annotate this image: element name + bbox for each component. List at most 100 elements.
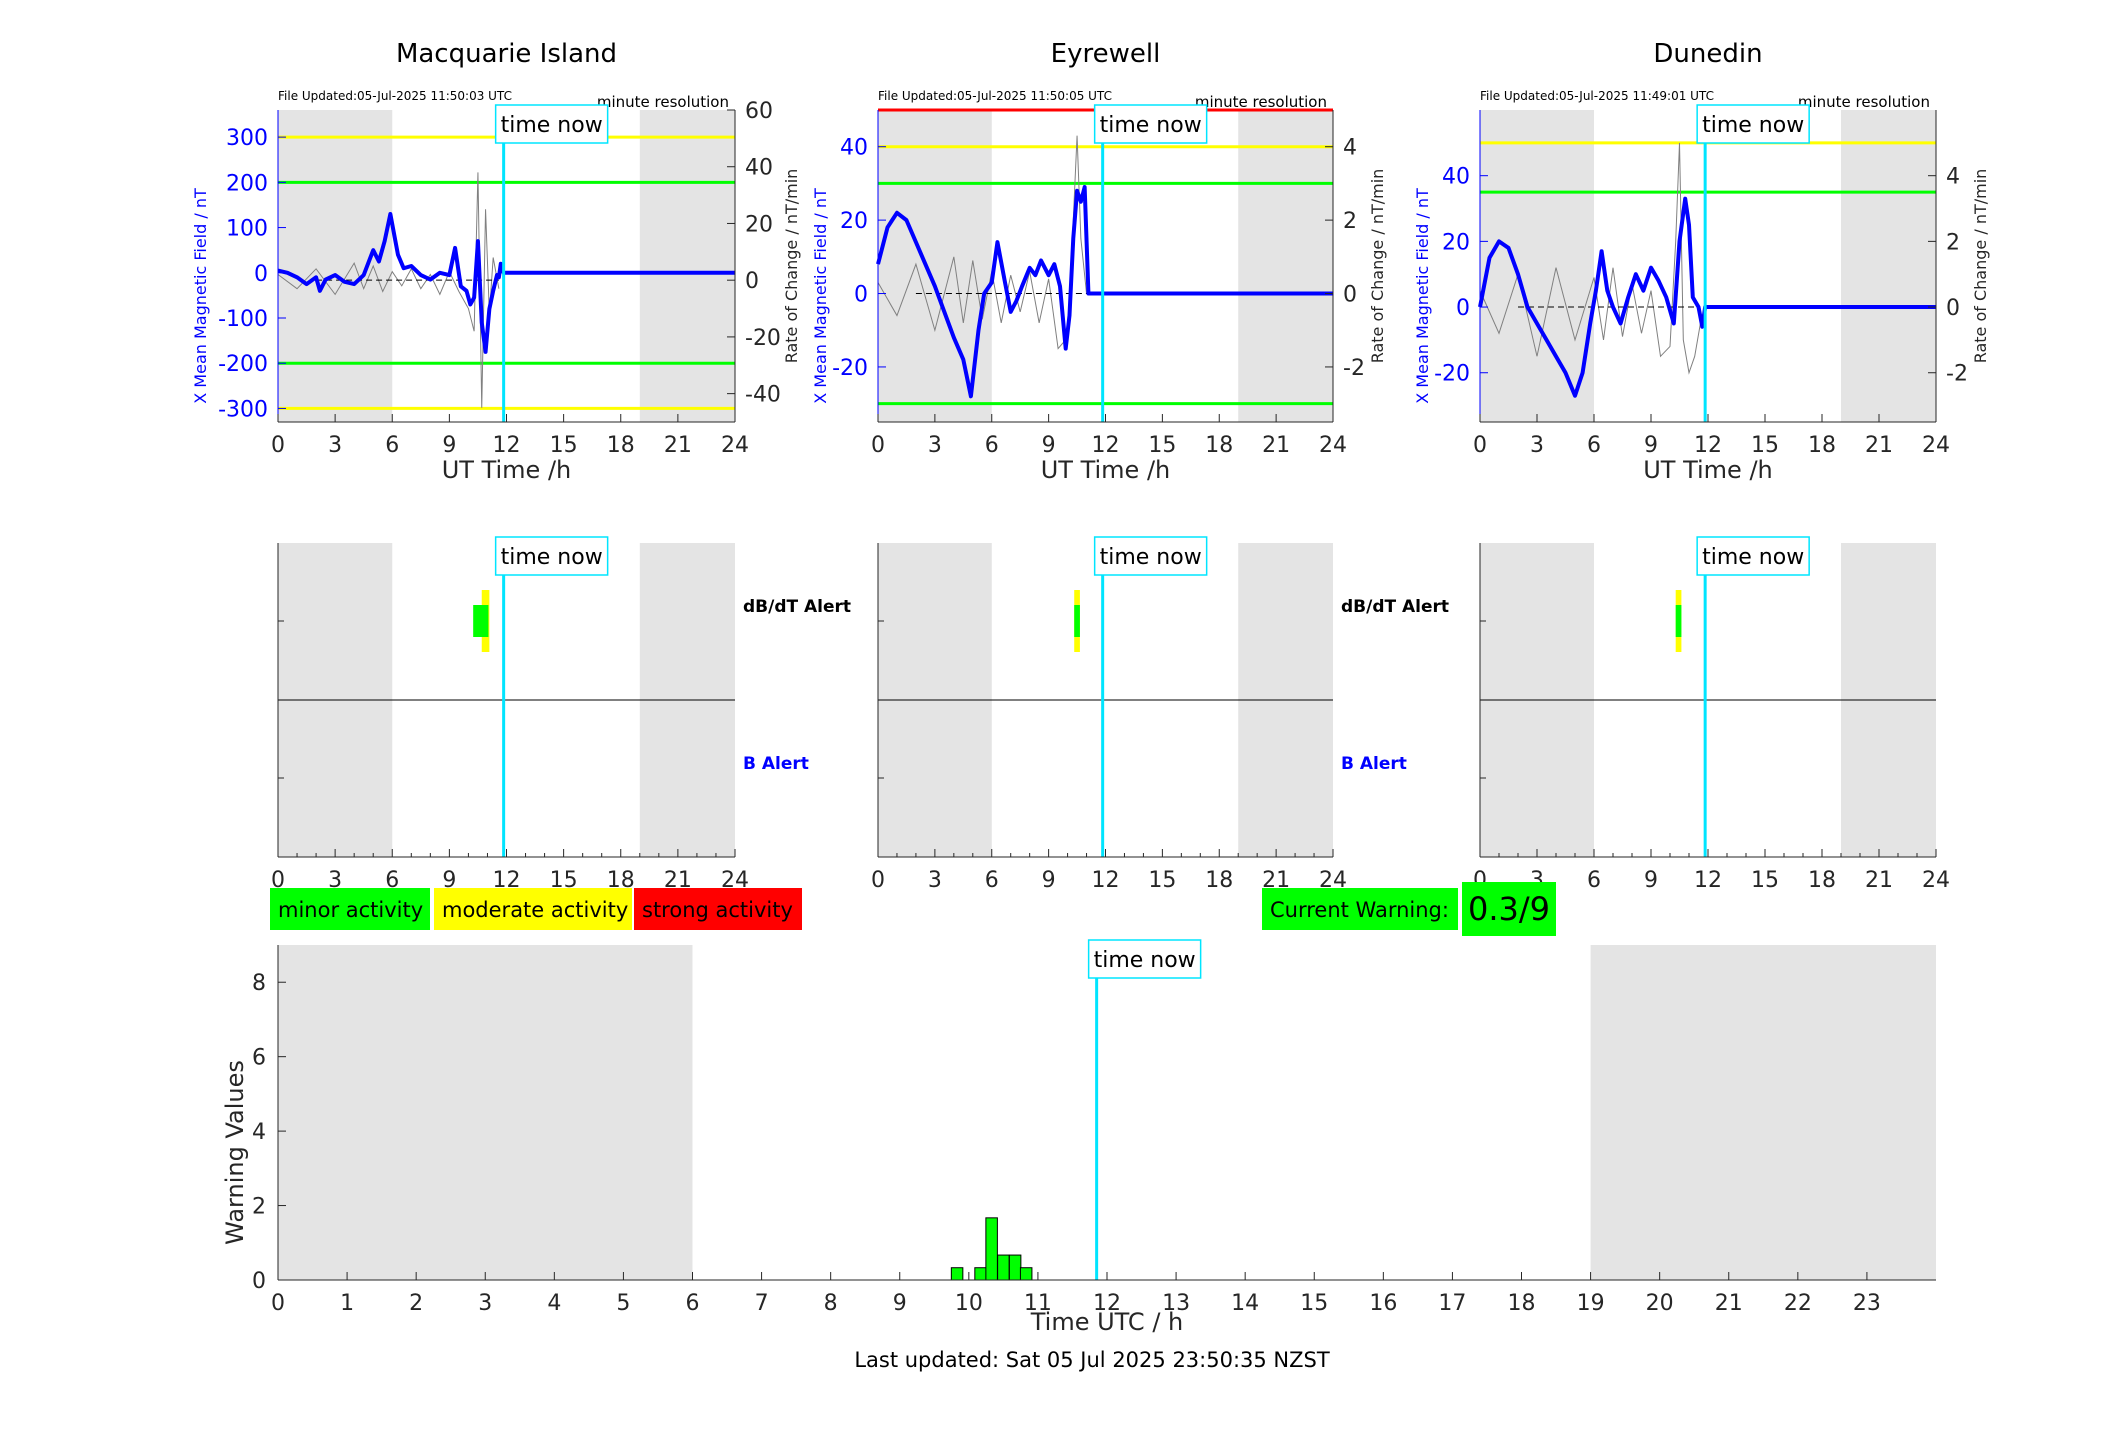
- x-tick-label: 6: [686, 1291, 700, 1316]
- left-tick-label: 0: [254, 262, 268, 287]
- warning-bar: [985, 1217, 998, 1281]
- x-tick-label: 22: [1784, 1291, 1812, 1316]
- x-tick-label: 6: [1587, 433, 1601, 458]
- left-tick-label: -200: [218, 352, 268, 377]
- left-tick-label: 20: [840, 209, 868, 234]
- current-warning-value: 0.3/9: [1468, 890, 1550, 928]
- y-tick-label: 2: [252, 1195, 266, 1220]
- legend-strong-label: strong activity: [642, 898, 793, 922]
- x-tick-label: 21: [1715, 1291, 1743, 1316]
- last-updated-label: Last updated: Sat 05 Jul 2025 23:50:35 N…: [854, 1348, 1330, 1372]
- left-tick-label: -300: [218, 397, 268, 422]
- left-tick-label: -20: [832, 356, 868, 381]
- time-now-box: [1696, 536, 1810, 576]
- right-tick-label: 20: [745, 212, 773, 237]
- file-updated-label: File Updated:05-Jul-2025 11:49:01 UTC: [1480, 89, 1714, 103]
- x-tick-label: 16: [1369, 1291, 1397, 1316]
- y-tick-label: 6: [252, 1046, 266, 1071]
- x-tick-label: 21: [1865, 433, 1893, 458]
- time-now-box: [494, 536, 609, 576]
- right-tick-label: 0: [1946, 296, 1960, 321]
- night-shading: [639, 110, 735, 422]
- x-tick-label: 9: [893, 1291, 907, 1316]
- x-tick-label: 24: [1922, 868, 1950, 893]
- x-tick-label: 24: [1922, 433, 1950, 458]
- x-tick-label: 6: [385, 868, 399, 893]
- x-tick-label: 3: [1530, 433, 1544, 458]
- x-tick-label: 17: [1438, 1291, 1466, 1316]
- x-tick-label: 18: [1808, 868, 1836, 893]
- activity-legend: minor activity moderate activity strong ac…: [270, 882, 1556, 936]
- current-warning-box: [1262, 888, 1458, 930]
- x-tick-label: 15: [550, 433, 578, 458]
- left-tick-label: 40: [840, 136, 868, 161]
- x-tick-label: 12: [1093, 1291, 1121, 1316]
- resolution-label: minute resolution: [597, 93, 729, 111]
- dbdt-alert-minor: [1074, 605, 1080, 637]
- x-tick-label: 0: [871, 868, 885, 893]
- warning-bar: [974, 1267, 987, 1281]
- left-axis-label: X Mean Magnetic Field / nT: [1413, 188, 1432, 404]
- field-series: [1478, 196, 1936, 398]
- x-tick-label: 15: [1300, 1291, 1328, 1316]
- right-tick-label: 60: [745, 99, 773, 124]
- x-tick-label: 15: [1751, 868, 1779, 893]
- x-tick-label: 18: [1205, 868, 1233, 893]
- right-axis-label: Rate of Change / nT/min: [782, 169, 801, 364]
- x-tick-label: 6: [385, 433, 399, 458]
- x-tick-label: 18: [1808, 433, 1836, 458]
- x-tick-label: 18: [1205, 433, 1233, 458]
- x-tick-label: 19: [1577, 1291, 1605, 1316]
- x-tick-label: 12: [1694, 433, 1722, 458]
- x-axis-label: Time UTC / h: [1030, 1308, 1184, 1336]
- right-axis-label: Rate of Change / nT/min: [1368, 169, 1387, 364]
- x-tick-label: 13: [1162, 1291, 1190, 1316]
- x-tick-label: 15: [1148, 433, 1176, 458]
- left-tick-label: 300: [226, 126, 268, 151]
- left-axis-label: X Mean Magnetic Field / nT: [811, 188, 830, 404]
- time-now-label: time now: [1702, 545, 1804, 570]
- station-title: Macquarie Island: [396, 39, 617, 69]
- x-tick-label: 24: [721, 433, 749, 458]
- left-axis-label: X Mean Magnetic Field / nT: [191, 188, 210, 404]
- x-tick-label: 2: [409, 1291, 423, 1316]
- current-warning-label: Current Warning:: [1270, 898, 1449, 922]
- night-shading: [1238, 110, 1333, 422]
- legend-minor-swatch: [270, 888, 430, 930]
- warning-bar: [950, 1267, 964, 1281]
- x-tick-label: 21: [1865, 868, 1893, 893]
- x-tick-label: 0: [1473, 433, 1487, 458]
- x-tick-label: 9: [442, 868, 456, 893]
- x-tick-label: 23: [1853, 1291, 1881, 1316]
- right-tick-label: 4: [1343, 136, 1357, 161]
- night-shading: [1841, 110, 1936, 422]
- x-tick-label: 0: [271, 868, 285, 893]
- field-series: [876, 185, 1333, 399]
- x-tick-label: 14: [1231, 1291, 1259, 1316]
- legend-moderate-swatch: [434, 888, 632, 930]
- x-tick-label: 4: [547, 1291, 561, 1316]
- x-tick-label: 6: [1587, 868, 1601, 893]
- time-now-box: [494, 104, 609, 144]
- left-tick-label: 0: [854, 283, 868, 308]
- y-axis-label: Warning Values: [221, 1060, 249, 1245]
- right-tick-label: 2: [1946, 230, 1960, 255]
- time-now-label: time now: [501, 545, 603, 570]
- warning-bar: [997, 1254, 1010, 1281]
- x-tick-label: 11: [1024, 1291, 1052, 1316]
- station-title: Dunedin: [1653, 39, 1762, 69]
- x-tick-label: 0: [271, 1291, 285, 1316]
- dbdt-alert-label: dB/dT Alert: [1341, 597, 1449, 617]
- x-tick-label: 18: [1508, 1291, 1536, 1316]
- left-tick-label: -100: [218, 307, 268, 332]
- night-shading: [1590, 945, 1936, 1280]
- x-tick-label: 3: [928, 868, 942, 893]
- right-tick-label: -40: [745, 383, 781, 408]
- time-now-box: [1093, 104, 1208, 144]
- station-title: Eyrewell: [1051, 39, 1161, 69]
- x-tick-label: 9: [1042, 868, 1056, 893]
- y-tick-label: 4: [252, 1120, 266, 1145]
